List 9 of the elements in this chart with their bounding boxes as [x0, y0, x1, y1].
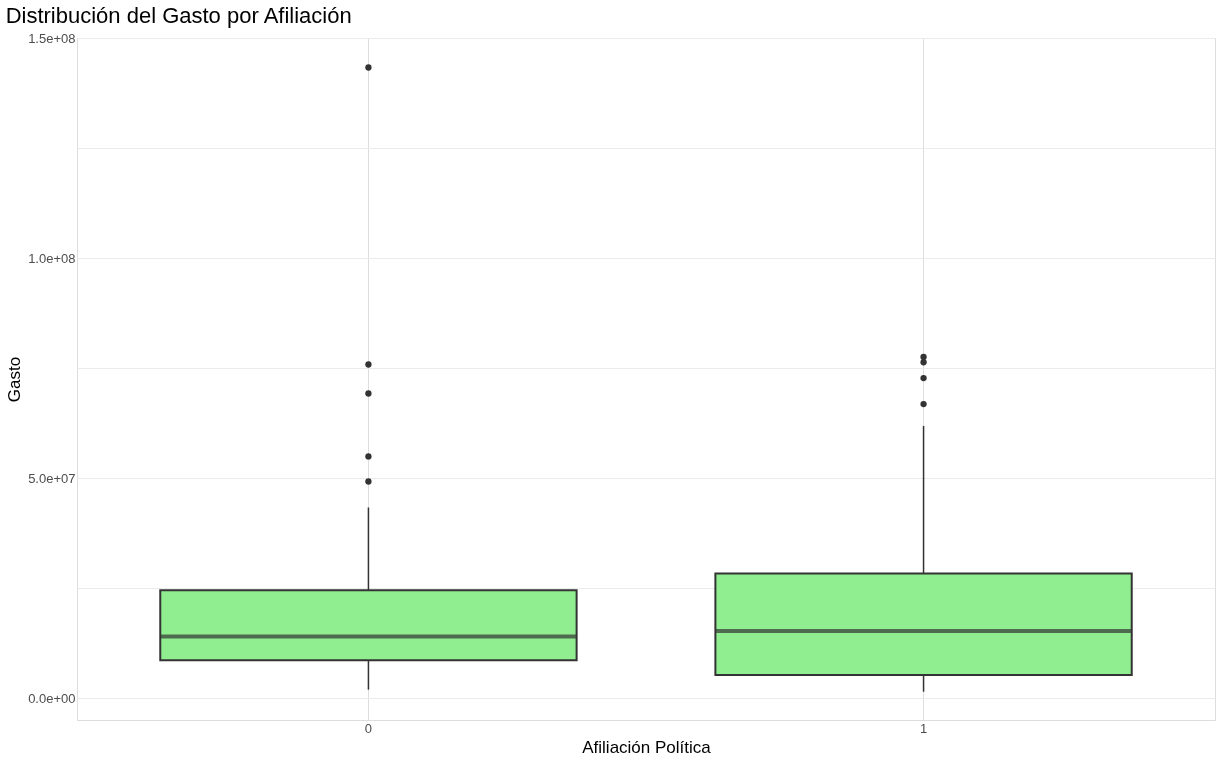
x-tick-label: 0 — [364, 720, 373, 736]
y-axis-title: Gasto — [5, 356, 25, 403]
y-tick-label: 5.0e+07 — [28, 470, 76, 486]
y-tick-label: 0.0e+00 — [28, 690, 76, 706]
y-tick-label: 1.0e+08 — [28, 250, 76, 266]
x-tick-label: 1 — [919, 720, 928, 736]
x-axis-title: Afiliación Política — [582, 737, 712, 757]
chart-title: Distribución del Gasto por Afiliación — [5, 3, 352, 28]
y-tick-label: 1.5e+08 — [28, 30, 76, 46]
